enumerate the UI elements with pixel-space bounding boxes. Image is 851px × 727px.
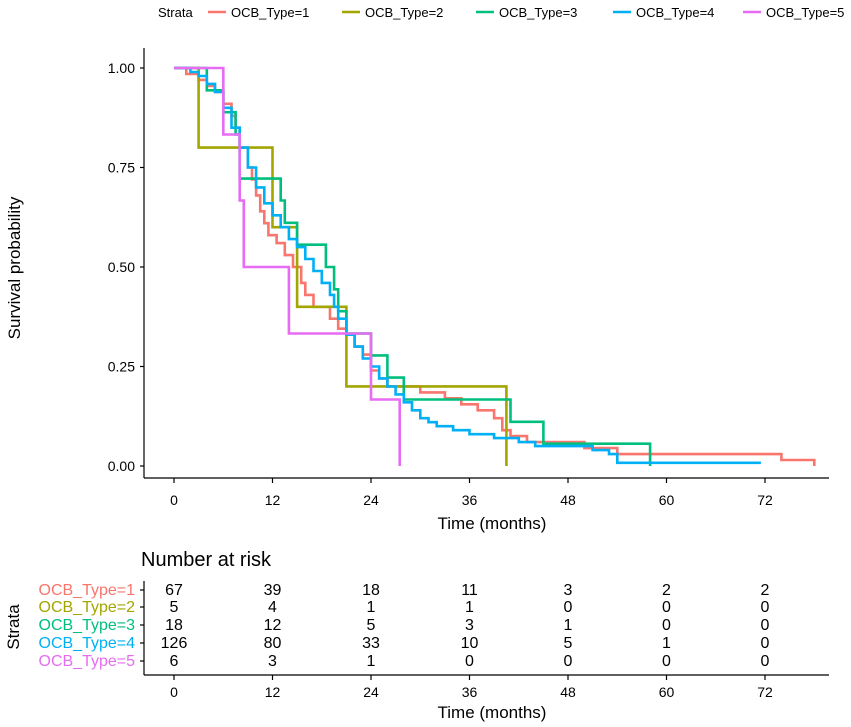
risk-cell: 3: [465, 617, 474, 634]
legend-label-5: OCB_Type=5: [766, 5, 844, 20]
risk-table: Number at risk OCB_Type=1 67 39 18 11 3 2 2OCB_…: [4, 549, 829, 722]
risk-y-axis-title: Strata: [4, 604, 23, 650]
risk-cell: 0: [564, 599, 573, 616]
risk-row-label-3: OCB_Type=3: [39, 617, 136, 634]
x-tick-label: 12: [265, 492, 281, 508]
risk-row-label-4: OCB_Type=4: [39, 635, 136, 652]
x-tick-label: 48: [560, 492, 576, 508]
legend: Strata OCB_Type=1 OCB_Type=2 OCB_Type=3 OCB…: [158, 5, 844, 20]
x-ticks: 0 12 24 36 48 60 72: [170, 478, 773, 508]
risk-cell: 0: [662, 617, 671, 634]
risk-cell: 0: [761, 653, 770, 670]
risk-x-tick-label: 24: [363, 684, 379, 700]
legend-title: Strata: [158, 5, 193, 20]
y-tick-label: 0.75: [108, 160, 135, 176]
risk-cell: 126: [161, 635, 188, 652]
risk-x-axis-title: Time (months): [438, 703, 547, 722]
series-line-2: [174, 66, 508, 466]
risk-cell: 10: [461, 635, 479, 652]
risk-x-tick-label: 72: [757, 684, 773, 700]
risk-cell: 0: [761, 635, 770, 652]
risk-x-ticks: 0 12 24 36 48 60 72: [170, 675, 773, 700]
risk-cell: 0: [662, 599, 671, 616]
x-tick-label: 60: [659, 492, 675, 508]
y-tick-label: 0.50: [108, 259, 135, 275]
risk-table-title: Number at risk: [141, 549, 272, 571]
series-layer: [174, 66, 816, 466]
risk-cell: 4: [268, 599, 277, 616]
risk-x-tick-label: 12: [265, 684, 281, 700]
risk-cell: 18: [362, 582, 380, 599]
risk-cell: 1: [662, 635, 671, 652]
risk-cell: 5: [367, 617, 376, 634]
y-tick-label: 0.25: [108, 359, 135, 375]
y-ticks: 0.00 0.25 0.50 0.75 1.00: [108, 60, 144, 474]
risk-cell: 0: [564, 653, 573, 670]
risk-cell: 0: [465, 653, 474, 670]
risk-cell: 2: [662, 582, 671, 599]
risk-row-label-2: OCB_Type=2: [39, 599, 136, 616]
x-axis-title: Time (months): [438, 514, 547, 533]
risk-cell: 67: [165, 582, 183, 599]
risk-cell: 3: [268, 653, 277, 670]
main-plot: 0.00 0.25 0.50 0.75 1.00 0 12 24 36 48 60 72 Time …: [5, 48, 829, 533]
x-tick-label: 36: [462, 492, 478, 508]
risk-cell: 0: [761, 599, 770, 616]
risk-row-label-1: OCB_Type=1: [39, 582, 136, 599]
risk-cell: 5: [170, 599, 179, 616]
risk-x-tick-label: 0: [170, 684, 178, 700]
risk-cell: 80: [264, 635, 282, 652]
risk-cell: 33: [362, 635, 380, 652]
risk-cell: 5: [564, 635, 573, 652]
risk-row-label-5: OCB_Type=5: [39, 653, 136, 670]
x-tick-label: 24: [363, 492, 379, 508]
risk-cell: 39: [264, 582, 282, 599]
risk-x-tick-label: 48: [560, 684, 576, 700]
legend-label-3: OCB_Type=3: [499, 5, 577, 20]
risk-cell: 11: [461, 582, 478, 599]
risk-cell: 2: [761, 582, 770, 599]
risk-cell: 6: [170, 653, 179, 670]
series-line-5: [174, 66, 402, 466]
risk-cell: 1: [367, 653, 376, 670]
y-axis-title: Survival probability: [5, 196, 24, 339]
risk-cell: 0: [761, 617, 770, 634]
risk-cell: 3: [564, 582, 573, 599]
risk-x-tick-label: 36: [462, 684, 478, 700]
risk-cell: 1: [367, 599, 376, 616]
legend-label-4: OCB_Type=4: [636, 5, 714, 20]
risk-x-tick-label: 60: [659, 684, 675, 700]
x-tick-label: 0: [170, 492, 178, 508]
risk-cell: 18: [165, 617, 183, 634]
risk-cell: 12: [264, 617, 282, 634]
risk-cell: 1: [465, 599, 474, 616]
legend-label-1: OCB_Type=1: [231, 5, 309, 20]
risk-cell: 1: [564, 617, 573, 634]
x-tick-label: 72: [757, 492, 773, 508]
y-tick-label: 1.00: [108, 60, 135, 76]
legend-label-2: OCB_Type=2: [365, 5, 443, 20]
y-tick-label: 0.00: [108, 458, 135, 474]
risk-cell: 0: [662, 653, 671, 670]
